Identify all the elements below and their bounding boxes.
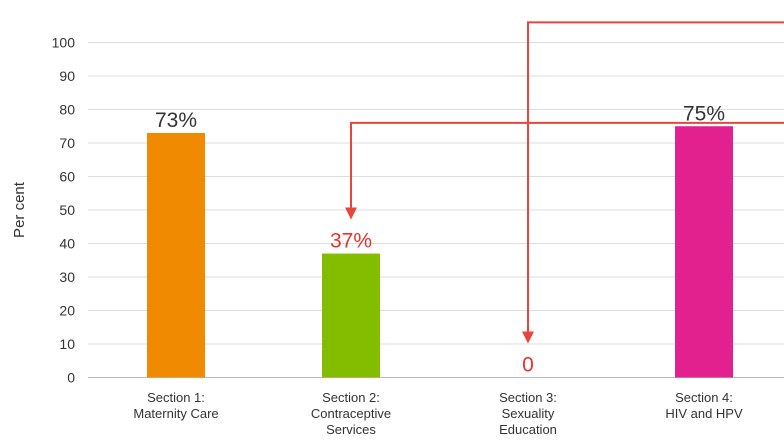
arrowhead-icon — [522, 331, 534, 344]
category-label: Services — [326, 422, 376, 437]
arrowhead-icon — [345, 207, 357, 220]
category-label: Section 1: — [147, 390, 205, 405]
y-tick-label: 80 — [59, 102, 75, 118]
category-label: Contraceptive — [311, 406, 391, 421]
y-tick-label: 60 — [59, 169, 75, 185]
category-label: Section 2: — [322, 390, 380, 405]
category-label: Section 4: — [675, 390, 733, 405]
y-axis-ticks: 0 10 20 30 40 50 60 70 80 90 100 — [52, 35, 76, 386]
y-tick-label: 100 — [52, 35, 76, 51]
annotation-arrows — [345, 21, 784, 344]
annotation-arrow-line — [350, 121, 784, 210]
y-tick-label: 0 — [67, 370, 75, 386]
data-label: 37% — [330, 230, 372, 253]
y-axis-label: Per cent — [11, 181, 28, 238]
category-label: Education — [499, 422, 557, 437]
y-tick-label: 40 — [59, 236, 75, 252]
data-label: 0 — [522, 354, 534, 377]
category-label: Section 3: — [499, 390, 557, 405]
y-tick-label: 50 — [59, 202, 75, 218]
data-label: 73% — [155, 109, 197, 132]
category-label: Maternity Care — [133, 406, 218, 421]
bars — [147, 126, 733, 378]
y-tick-label: 70 — [59, 135, 75, 151]
bar — [147, 132, 205, 378]
annotation-arrow-line — [527, 21, 784, 334]
bar — [675, 126, 733, 378]
x-axis-categories: Section 1:Maternity Care Section 2:Contra… — [133, 390, 743, 437]
y-tick-label: 90 — [59, 68, 75, 84]
data-labels: 73% 37% 0 75% — [155, 102, 725, 376]
category-label: Sexuality — [502, 406, 555, 421]
category-label: HIV and HPV — [665, 406, 743, 421]
bar — [322, 253, 380, 378]
data-label: 75% — [683, 102, 725, 125]
y-tick-label: 10 — [59, 336, 75, 352]
y-tick-label: 20 — [59, 303, 75, 319]
y-tick-label: 30 — [59, 269, 75, 285]
